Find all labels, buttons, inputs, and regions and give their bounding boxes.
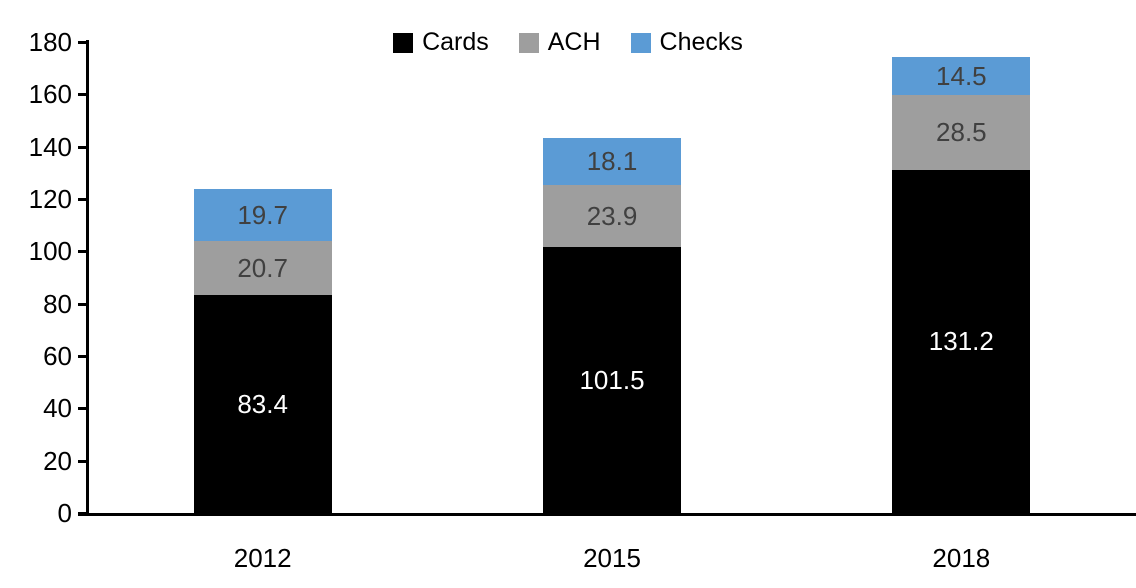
legend-item-checks: Checks [630,28,743,56]
legend-label: Checks [659,28,743,56]
x-axis-line [78,513,1136,516]
y-tick-mark [78,302,88,306]
data-label-ach-2015: 23.9 [586,201,638,232]
legend-item-ach: ACH [518,28,601,56]
legend-label: ACH [547,28,601,56]
bar-segment-cards-2018 [892,169,1031,513]
data-label-cards-2018: 131.2 [928,326,994,357]
y-tick-mark [78,93,88,97]
bar-segment-ach-2018 [892,95,1031,170]
y-tick-label: 180 [28,27,72,57]
y-tick-label: 160 [28,79,72,110]
legend-marker-cards [393,32,414,53]
y-axis-line [86,40,89,516]
y-tick-label: 120 [28,184,72,214]
x-tick-label-2018: 2018 [932,543,991,573]
legend-marker-checks [630,32,651,53]
legend-item-cards: Cards [393,30,489,55]
data-label-checks-2018: 14.5 [936,61,987,92]
bar-segment-cards-2012 [193,294,332,513]
legend-marker-ach [518,32,539,53]
bar-segment-checks-2018 [892,57,1031,96]
y-tick-mark [78,250,88,254]
y-tick-mark [78,459,88,463]
y-tick-mark [78,41,88,44]
data-label-checks-2012: 19.7 [237,199,288,230]
chart-legend: Cards ACH Checks [0,30,1136,55]
y-tick-mark [78,198,88,201]
x-tick-label-2012: 2012 [233,543,292,573]
y-tick-label: 80 [43,288,72,319]
y-tick-label: 140 [28,131,72,162]
y-tick-mark [78,355,88,358]
bar-segment-checks-2012 [193,189,332,241]
bar-segment-checks-2015 [543,137,681,185]
data-label-checks-2015: 18.1 [586,146,638,177]
y-tick-label: 60 [43,341,72,371]
y-tick-label: 100 [28,236,72,267]
y-tick-label: 40 [43,393,72,424]
data-label-ach-2012: 20.7 [237,252,288,283]
data-label-cards-2015: 101.5 [579,365,645,396]
bar-segment-cards-2015 [543,247,681,513]
x-tick-label-2015: 2015 [583,543,641,573]
bar-segment-ach-2015 [543,184,681,248]
bar-segment-ach-2012 [193,240,332,295]
y-tick-mark [78,407,88,411]
y-tick-label: 20 [43,445,72,476]
data-label-ach-2018: 28.5 [936,117,987,148]
y-tick-label: 0 [57,498,72,528]
y-tick-mark [78,145,88,149]
data-label-cards-2012: 83.4 [237,388,288,419]
legend-label: Cards [422,28,489,56]
